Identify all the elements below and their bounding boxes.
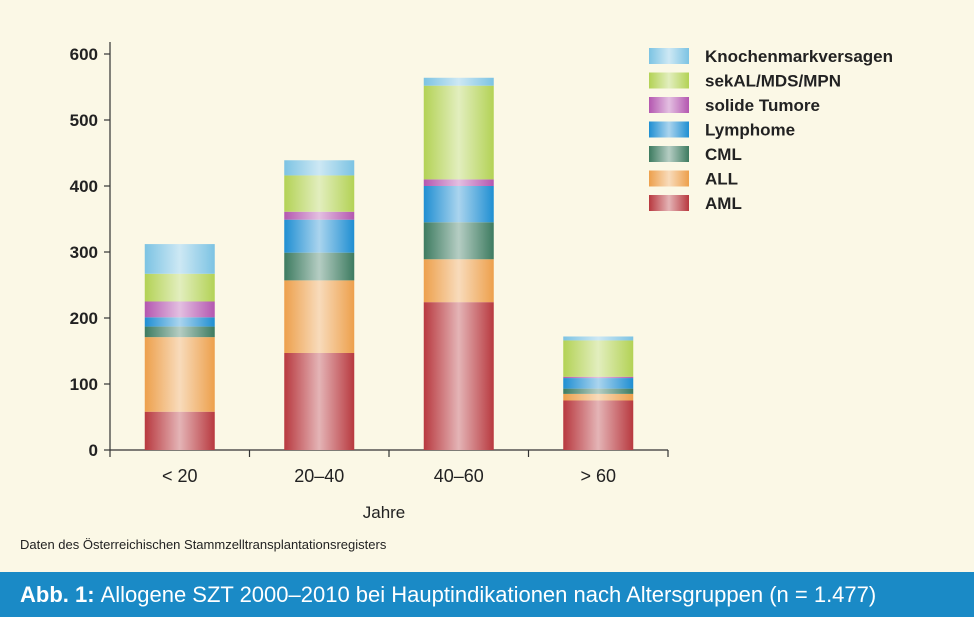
bars [144, 77, 634, 450]
axes: 0 100 200 300 400 500 600 < 20 20–40 40–60 > 60 Jah… [70, 42, 669, 522]
bar-segment-aml [563, 400, 634, 450]
bar-segment-knochenmarkversagen [423, 77, 494, 86]
legend-swatch-sekal-mds-mpn [649, 72, 689, 89]
y-tick-label: 500 [70, 111, 98, 130]
x-tick-label: 40–60 [434, 466, 484, 486]
bar-segment-solide-tumore [423, 179, 494, 186]
bar-segment-solide-tumore [563, 376, 634, 379]
x-tick-label: > 60 [580, 466, 616, 486]
stacked-bar-chart: 0 100 200 300 400 500 600 < 20 20–40 40–60 > 60 Jah… [70, 42, 893, 522]
x-axis-title: Jahre [363, 503, 406, 522]
bar-segment-solide-tumore [144, 301, 215, 318]
x-tick-label: < 20 [162, 466, 198, 486]
bar-segment-lymphome [423, 186, 494, 223]
caption-text: Allogene SZT 2000–2010 bei Hauptindikati… [100, 581, 877, 607]
bar-segment-knochenmarkversagen [284, 160, 355, 176]
bar-segment-cml [563, 388, 634, 394]
bar-segment-cml [423, 222, 494, 260]
bar-segment-all [423, 259, 494, 303]
y-tick-label: 400 [70, 177, 98, 196]
y-tick-label: 100 [70, 375, 98, 394]
y-tick-label: 0 [89, 441, 98, 460]
bar-segment-sekal-mds-mpn [144, 273, 215, 302]
legend-label-knochenmarkversagen: Knochenmarkversagen [705, 47, 893, 66]
legend-label-lymphome: Lymphome [705, 121, 795, 140]
bar-segment-knochenmarkversagen [563, 336, 634, 341]
legend-label-all: ALL [705, 170, 738, 189]
bar-segment-aml [284, 352, 355, 450]
bar-segment-lymphome [284, 219, 355, 253]
y-tick-label: 200 [70, 309, 98, 328]
bar-segment-sekal-mds-mpn [284, 175, 355, 212]
legend-swatch-aml [649, 195, 689, 211]
bar-segment-cml [284, 252, 355, 281]
bar-segment-all [144, 337, 215, 412]
legend-label-aml: AML [705, 194, 742, 213]
bar-segment-lymphome [563, 378, 634, 389]
caption-prefix: Abb. 1: [20, 581, 95, 607]
bar-segment-knochenmarkversagen [144, 244, 215, 274]
legend-label-sekal-mds-mpn: sekAL/MDS/MPN [705, 72, 841, 91]
bar-segment-sekal-mds-mpn [423, 85, 494, 180]
bar-segment-solide-tumore [284, 211, 355, 220]
bar-segment-aml [144, 411, 215, 450]
legend-swatch-cml [649, 146, 689, 162]
legend-swatch-knochenmarkversagen [649, 48, 689, 64]
figure-caption: Abb. 1: Allogene SZT 2000–2010 bei Haupt… [0, 572, 974, 617]
bar-segment-lymphome [144, 317, 215, 327]
legend-swatch-all [649, 170, 689, 187]
y-tick-label: 300 [70, 243, 98, 262]
legend-swatch-solide-tumore [649, 97, 689, 113]
legend-label-solide-tumore: solide Tumore [705, 96, 820, 115]
legend-label-cml: CML [705, 145, 742, 164]
x-tick-label: 20–40 [294, 466, 344, 486]
y-tick-label: 600 [70, 45, 98, 64]
legend-swatch-lymphome [649, 121, 689, 138]
legend: Knochenmarkversagen sekAL/MDS/MPN solide T… [649, 47, 893, 213]
bar-segment-aml [423, 302, 494, 450]
bar-segment-all [284, 280, 355, 353]
source-note: Daten des Österreichischen Stammzelltran… [20, 537, 387, 552]
bar-segment-all [563, 393, 634, 401]
bar-segment-cml [144, 326, 215, 338]
bar-segment-sekal-mds-mpn [563, 340, 634, 377]
